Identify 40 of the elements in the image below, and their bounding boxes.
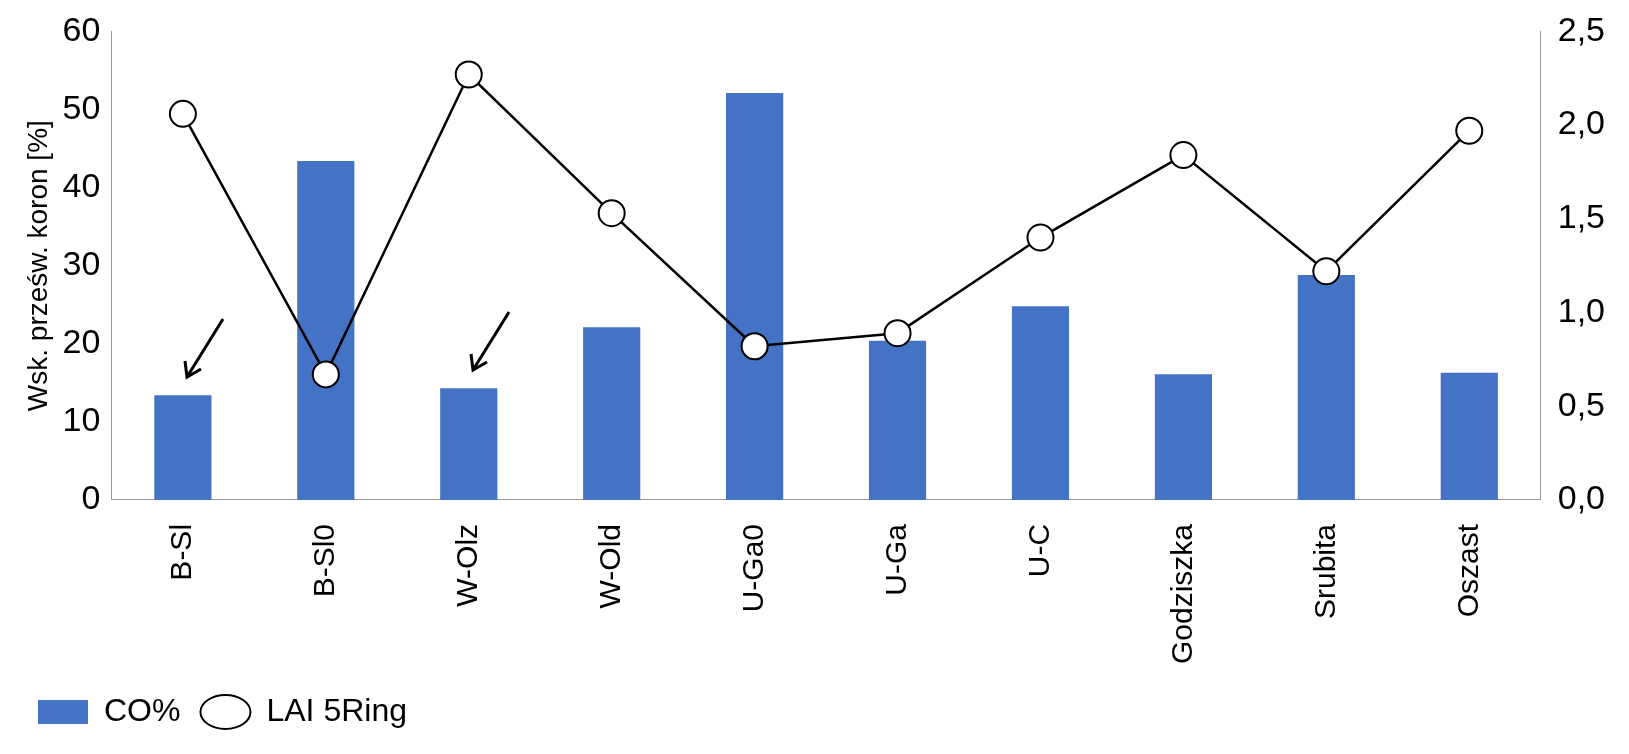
bar <box>868 340 927 500</box>
x-tick-label: U-Ga0 <box>735 523 769 613</box>
legend-label: LAI 5Ring <box>266 691 407 728</box>
point <box>1312 257 1341 286</box>
x-tick-label: Oszast <box>1450 523 1484 618</box>
y2-tick-label: 1,5 <box>1557 197 1605 236</box>
y2-tick-label: 2,0 <box>1557 103 1605 142</box>
point <box>740 332 769 361</box>
bar <box>440 388 498 500</box>
bar <box>154 395 212 500</box>
y-tick-label: 60 <box>62 9 101 48</box>
bar <box>726 93 784 500</box>
y2-tick-label: 0,0 <box>1557 478 1605 517</box>
bar <box>1297 275 1355 500</box>
y-tick-label: 0 <box>81 478 101 517</box>
y2-tick-label: 2,5 <box>1557 9 1605 48</box>
bar <box>1440 372 1498 500</box>
x-tick-label: W-Old <box>592 523 626 609</box>
x-tick-label: B-Sl0 <box>307 523 341 598</box>
x-tick-label: U-Ga <box>878 523 912 596</box>
bar <box>1154 374 1212 500</box>
point <box>883 319 912 348</box>
y2-tick-label: 0,5 <box>1557 384 1605 423</box>
legend-label: CO% <box>104 691 181 728</box>
x-tick-label: W-Olz <box>450 523 484 607</box>
y-tick-label: 40 <box>62 165 101 204</box>
point <box>311 360 340 389</box>
bar <box>583 327 641 500</box>
x-tick-label: B-Sl <box>164 523 198 581</box>
y-tick-label: 30 <box>62 244 101 283</box>
x-tick-label: U-C <box>1021 523 1055 578</box>
y2-tick-label: 1,0 <box>1557 290 1605 329</box>
y-tick-label: 50 <box>62 87 101 126</box>
x-tick-label: Godziszka <box>1164 523 1198 665</box>
y-tick-label: 20 <box>62 322 101 361</box>
x-tick-label: Srubita <box>1307 523 1341 620</box>
y-tick-label: 10 <box>62 400 101 439</box>
y-axis-title: Wsk. prześw. koron [%] <box>21 120 53 412</box>
bar <box>1011 306 1070 500</box>
bar <box>297 161 355 500</box>
